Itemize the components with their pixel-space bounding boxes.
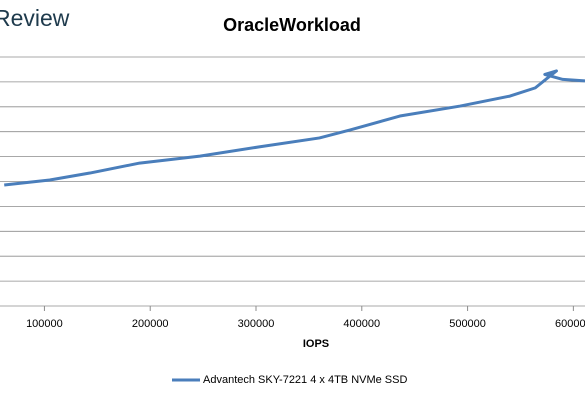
x-tick-label: 500000 (449, 318, 486, 330)
data-line (4, 69, 585, 187)
legend: Advantech SKY-7221 4 x 4TB NVMe SSD (172, 374, 407, 386)
x-tick-label: 400000 (343, 318, 380, 330)
x-axis-label: IOPS (303, 338, 329, 350)
x-tick-label: 100000 (26, 318, 63, 330)
legend-label: Advantech SKY-7221 4 x 4TB NVMe SSD (203, 374, 407, 386)
x-tick-label: 600000 (555, 318, 585, 330)
watermark: Review (0, 5, 70, 31)
x-tick-label: 200000 (132, 318, 169, 330)
x-tick-label: 300000 (238, 318, 275, 330)
chart-title: OracleWorkload (223, 15, 361, 35)
